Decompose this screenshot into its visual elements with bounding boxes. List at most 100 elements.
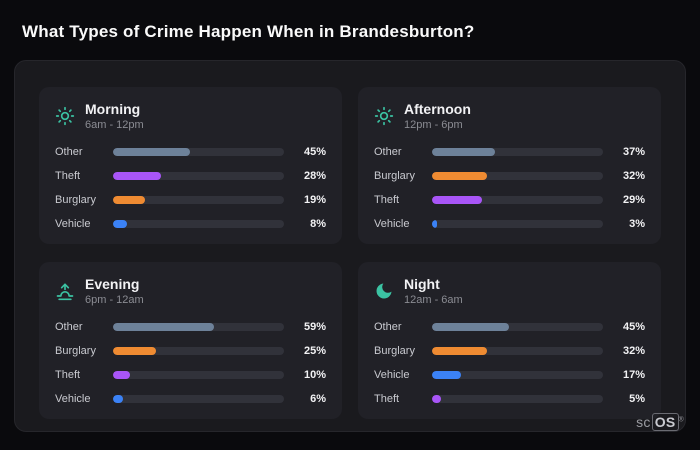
bar-label: Burglary bbox=[374, 170, 415, 182]
bar-row: Burglary 32% bbox=[374, 170, 645, 182]
brand-suffix: OS bbox=[651, 413, 679, 431]
bar-rows: Other 37% Burglary 32% Theft 29% Vehicle 3% bbox=[374, 146, 645, 230]
bar-label: Theft bbox=[374, 194, 400, 206]
bar-track bbox=[432, 323, 603, 331]
crime-panel: Morning 6am - 12pm Other 45% Theft 28% Burgl… bbox=[14, 60, 686, 432]
bar-label: Vehicle bbox=[374, 369, 410, 381]
bar-track bbox=[432, 148, 603, 156]
bar-value: 25% bbox=[303, 345, 326, 357]
bar-value: 37% bbox=[622, 146, 645, 158]
bar-row: Theft 28% bbox=[55, 170, 326, 182]
bar-label: Burglary bbox=[374, 345, 415, 357]
bar-value: 32% bbox=[622, 345, 645, 357]
bar-row: Vehicle 6% bbox=[55, 393, 326, 405]
bar-value: 28% bbox=[303, 170, 326, 182]
card-time-range: 6pm - 12am bbox=[85, 294, 144, 306]
bar-track bbox=[113, 323, 284, 331]
bar-value: 29% bbox=[622, 194, 645, 206]
bar-label: Other bbox=[374, 146, 402, 158]
crime-card-afternoon: Afternoon 12pm - 6pm Other 37% Burglary 32%… bbox=[358, 87, 661, 244]
page-title: What Types of Crime Happen When in Brand… bbox=[22, 22, 475, 41]
bar-label: Vehicle bbox=[55, 218, 91, 230]
card-time-range: 6am - 12pm bbox=[85, 119, 144, 131]
bar-fill-theft bbox=[432, 196, 482, 204]
crime-card-night: Night 12am - 6am Other 45% Burglary 32% Vehi… bbox=[358, 262, 661, 419]
bar-row: Theft 10% bbox=[55, 369, 326, 381]
bar-track bbox=[432, 220, 603, 228]
crime-card-morning: Morning 6am - 12pm Other 45% Theft 28% Burgl… bbox=[39, 87, 342, 244]
bar-fill-burglary bbox=[432, 347, 487, 355]
bar-fill-vehicle bbox=[113, 395, 124, 403]
bar-rows: Other 45% Theft 28% Burglary 19% Vehicle 8% bbox=[55, 146, 326, 230]
bar-label: Theft bbox=[55, 369, 81, 381]
bar-value: 32% bbox=[622, 170, 645, 182]
card-header: Morning 6am - 12pm bbox=[55, 101, 326, 131]
bar-fill-theft bbox=[113, 371, 131, 379]
bar-fill-vehicle bbox=[113, 220, 127, 228]
bar-label: Other bbox=[374, 321, 402, 333]
bar-value: 19% bbox=[303, 194, 326, 206]
bar-label: Burglary bbox=[55, 345, 96, 357]
card-title: Night bbox=[404, 276, 440, 292]
bar-row: Burglary 32% bbox=[374, 345, 645, 357]
bar-fill-burglary bbox=[113, 196, 146, 204]
card-title: Evening bbox=[85, 276, 140, 292]
bar-row: Other 45% bbox=[374, 321, 645, 333]
card-title: Afternoon bbox=[404, 101, 471, 117]
card-header-text: Evening 6pm - 12am bbox=[85, 276, 144, 306]
bar-label: Burglary bbox=[55, 194, 96, 206]
bar-track bbox=[432, 395, 603, 403]
moon-icon-glyph bbox=[376, 283, 392, 299]
cards-grid: Morning 6am - 12pm Other 45% Theft 28% Burgl… bbox=[39, 87, 661, 419]
card-time-range: 12pm - 6pm bbox=[404, 119, 463, 131]
bar-fill-burglary bbox=[113, 347, 156, 355]
bar-fill-theft bbox=[432, 395, 441, 403]
bar-track bbox=[113, 347, 284, 355]
sun-icon-glyph bbox=[55, 106, 75, 126]
bar-fill-theft bbox=[113, 172, 161, 180]
bar-label: Vehicle bbox=[55, 393, 91, 405]
bar-fill-other bbox=[432, 148, 496, 156]
bar-row: Other 45% bbox=[55, 146, 326, 158]
bar-row: Vehicle 3% bbox=[374, 218, 645, 230]
bar-fill-other bbox=[113, 323, 214, 331]
card-header: Afternoon 12pm - 6pm bbox=[374, 101, 645, 131]
bar-value: 45% bbox=[622, 321, 645, 333]
bar-row: Other 59% bbox=[55, 321, 326, 333]
sun-icon bbox=[374, 106, 394, 126]
registered-mark: ® bbox=[678, 416, 684, 424]
bar-track bbox=[432, 172, 603, 180]
bar-row: Burglary 19% bbox=[55, 194, 326, 206]
bar-fill-burglary bbox=[432, 172, 487, 180]
bar-rows: Other 45% Burglary 32% Vehicle 17% Theft 5% bbox=[374, 321, 645, 405]
bar-track bbox=[113, 395, 284, 403]
bar-track bbox=[113, 172, 284, 180]
bar-row: Theft 5% bbox=[374, 393, 645, 405]
bar-row: Vehicle 17% bbox=[374, 369, 645, 381]
bar-fill-other bbox=[113, 148, 190, 156]
bar-label: Vehicle bbox=[374, 218, 410, 230]
bar-fill-vehicle bbox=[432, 220, 438, 228]
bar-fill-other bbox=[432, 323, 509, 331]
card-header-text: Morning 6am - 12pm bbox=[85, 101, 144, 131]
bar-value: 10% bbox=[303, 369, 326, 381]
bar-row: Vehicle 8% bbox=[55, 218, 326, 230]
card-header-text: Night 12am - 6am bbox=[404, 276, 463, 306]
bar-track bbox=[432, 196, 603, 204]
sunset-icon-glyph bbox=[56, 283, 74, 301]
bar-row: Other 37% bbox=[374, 146, 645, 158]
bar-fill-vehicle bbox=[432, 371, 462, 379]
bar-value: 3% bbox=[629, 218, 645, 230]
bar-value: 8% bbox=[310, 218, 326, 230]
card-time-range: 12am - 6am bbox=[404, 294, 463, 306]
bar-value: 17% bbox=[622, 369, 645, 381]
card-header-text: Afternoon 12pm - 6pm bbox=[404, 101, 471, 131]
bar-label: Other bbox=[55, 321, 83, 333]
moon-icon bbox=[374, 281, 394, 301]
brand-logo: sc OS ® bbox=[636, 413, 684, 431]
bar-value: 6% bbox=[310, 393, 326, 405]
crime-card-evening: Evening 6pm - 12am Other 59% Burglary 25% Th… bbox=[39, 262, 342, 419]
card-header: Night 12am - 6am bbox=[374, 276, 645, 306]
bar-value: 5% bbox=[629, 393, 645, 405]
bar-track bbox=[113, 148, 284, 156]
